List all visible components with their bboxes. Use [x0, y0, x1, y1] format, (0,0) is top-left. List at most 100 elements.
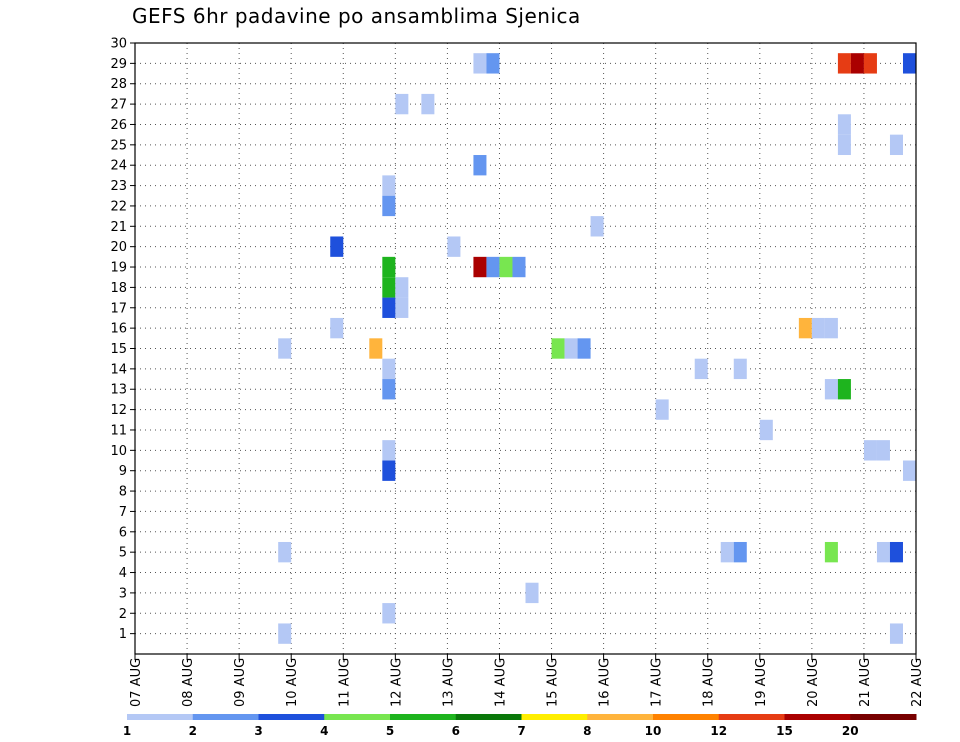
x-tick-label: 20 AUG [806, 658, 821, 707]
cells-layer [278, 53, 916, 644]
y-tick-label: 15 [110, 342, 127, 357]
colorbar-label: 2 [189, 724, 197, 738]
y-tick-label: 24 [110, 159, 127, 174]
precip-cell [733, 541, 747, 563]
colorbar-label: 20 [842, 724, 859, 738]
precip-cell [850, 53, 864, 74]
colorbar-swatch [258, 714, 325, 720]
precip-cell [889, 134, 903, 156]
colorbar-swatch [784, 714, 851, 720]
precip-cell [525, 582, 539, 604]
precip-cell [382, 277, 396, 298]
y-tick-label: 17 [110, 301, 127, 316]
y-tick-label: 25 [110, 138, 127, 153]
colorbar-label: 8 [583, 724, 591, 738]
precip-cell [876, 440, 890, 461]
precip-cell [590, 216, 604, 237]
precip-cell [824, 541, 838, 563]
precip-cell [473, 53, 487, 74]
x-tick-label: 13 AUG [441, 658, 456, 707]
y-tick-label: 30 [110, 37, 127, 52]
chart-title: GEFS 6hr padavine po ansamblima Sjenica [132, 4, 581, 28]
y-tick-label: 22 [110, 199, 127, 214]
precip-cell [512, 256, 526, 278]
x-tick-label: 16 AUG [598, 658, 613, 707]
precip-cell [837, 114, 851, 135]
colorbar-label: 10 [645, 724, 662, 738]
grid-layer [134, 42, 917, 654]
precip-cell [876, 541, 890, 563]
x-tick-label: 21 AUG [858, 658, 873, 707]
precip-cell [889, 541, 903, 563]
y-tick-label: 27 [110, 98, 127, 113]
precip-cell [278, 338, 292, 359]
precip-cell [382, 297, 396, 318]
precip-cell [382, 603, 396, 624]
precip-cell [382, 460, 396, 481]
colorbar-swatch [390, 714, 457, 720]
y-axis: 1234567891011121314151617181920212223242… [110, 37, 135, 642]
colorbar-swatch [587, 714, 654, 720]
y-tick-label: 29 [110, 57, 127, 72]
colorbar-label: 5 [386, 724, 394, 738]
colorbar-swatch [718, 714, 785, 720]
precip-cell [863, 53, 877, 74]
y-tick-label: 10 [110, 444, 127, 459]
colorbar-label: 12 [710, 724, 727, 738]
y-tick-label: 11 [110, 423, 127, 438]
colorbar: 1 2 3 4 5 6 7 8 10 12 15 20 [123, 714, 917, 738]
precip-cell [564, 338, 578, 359]
y-tick-label: 4 [119, 566, 127, 581]
y-tick-label: 23 [110, 179, 127, 194]
colorbar-swatch [127, 714, 194, 720]
x-axis: 07 AUG 08 AUG 09 AUG 10 AUG 11 AUG 12 AUG 13 A… [129, 654, 925, 707]
y-tick-label: 7 [119, 505, 127, 520]
precip-cell [577, 338, 591, 359]
precip-cell [720, 541, 734, 563]
precip-cell [837, 53, 851, 74]
precip-cell [655, 399, 669, 420]
precip-cell [278, 541, 292, 563]
precip-cell [330, 317, 344, 339]
precip-cell [551, 338, 565, 359]
precip-cell [824, 379, 838, 400]
precip-cell [395, 93, 409, 115]
precip-cell [278, 623, 292, 644]
x-tick-label: 12 AUG [389, 658, 404, 707]
colorbar-label: 6 [452, 724, 460, 738]
x-tick-label: 10 AUG [285, 658, 300, 707]
precip-cell [824, 317, 838, 339]
x-tick-label: 07 AUG [129, 658, 144, 707]
precip-cell [902, 460, 916, 481]
precip-cell [473, 155, 487, 176]
y-tick-label: 3 [119, 586, 127, 601]
y-tick-label: 19 [110, 261, 127, 276]
precip-cell [382, 379, 396, 400]
colorbar-label: 7 [517, 724, 525, 738]
precip-cell [447, 236, 461, 257]
colorbar-label: 1 [123, 724, 131, 738]
precip-cell [382, 440, 396, 461]
x-tick-label: 19 AUG [754, 658, 769, 707]
precip-cell [486, 53, 500, 74]
y-tick-label: 18 [110, 281, 127, 296]
y-tick-label: 1 [119, 627, 127, 642]
colorbar-label: 4 [320, 724, 328, 738]
y-tick-label: 8 [119, 485, 127, 500]
colorbar-swatch [324, 714, 391, 720]
x-tick-label: 09 AUG [233, 658, 248, 707]
precip-cell [486, 256, 500, 278]
precip-cell [798, 317, 812, 339]
precip-cell [395, 297, 409, 318]
colorbar-swatch [455, 714, 522, 720]
precip-cell [330, 236, 344, 257]
x-tick-label: 14 AUG [493, 658, 508, 707]
x-tick-label: 11 AUG [337, 658, 352, 707]
precip-cell [382, 256, 396, 278]
precip-cell [889, 623, 903, 644]
x-tick-label: 15 AUG [546, 658, 561, 707]
y-tick-label: 12 [110, 403, 127, 418]
y-tick-label: 6 [119, 525, 127, 540]
precip-cell [421, 93, 435, 115]
